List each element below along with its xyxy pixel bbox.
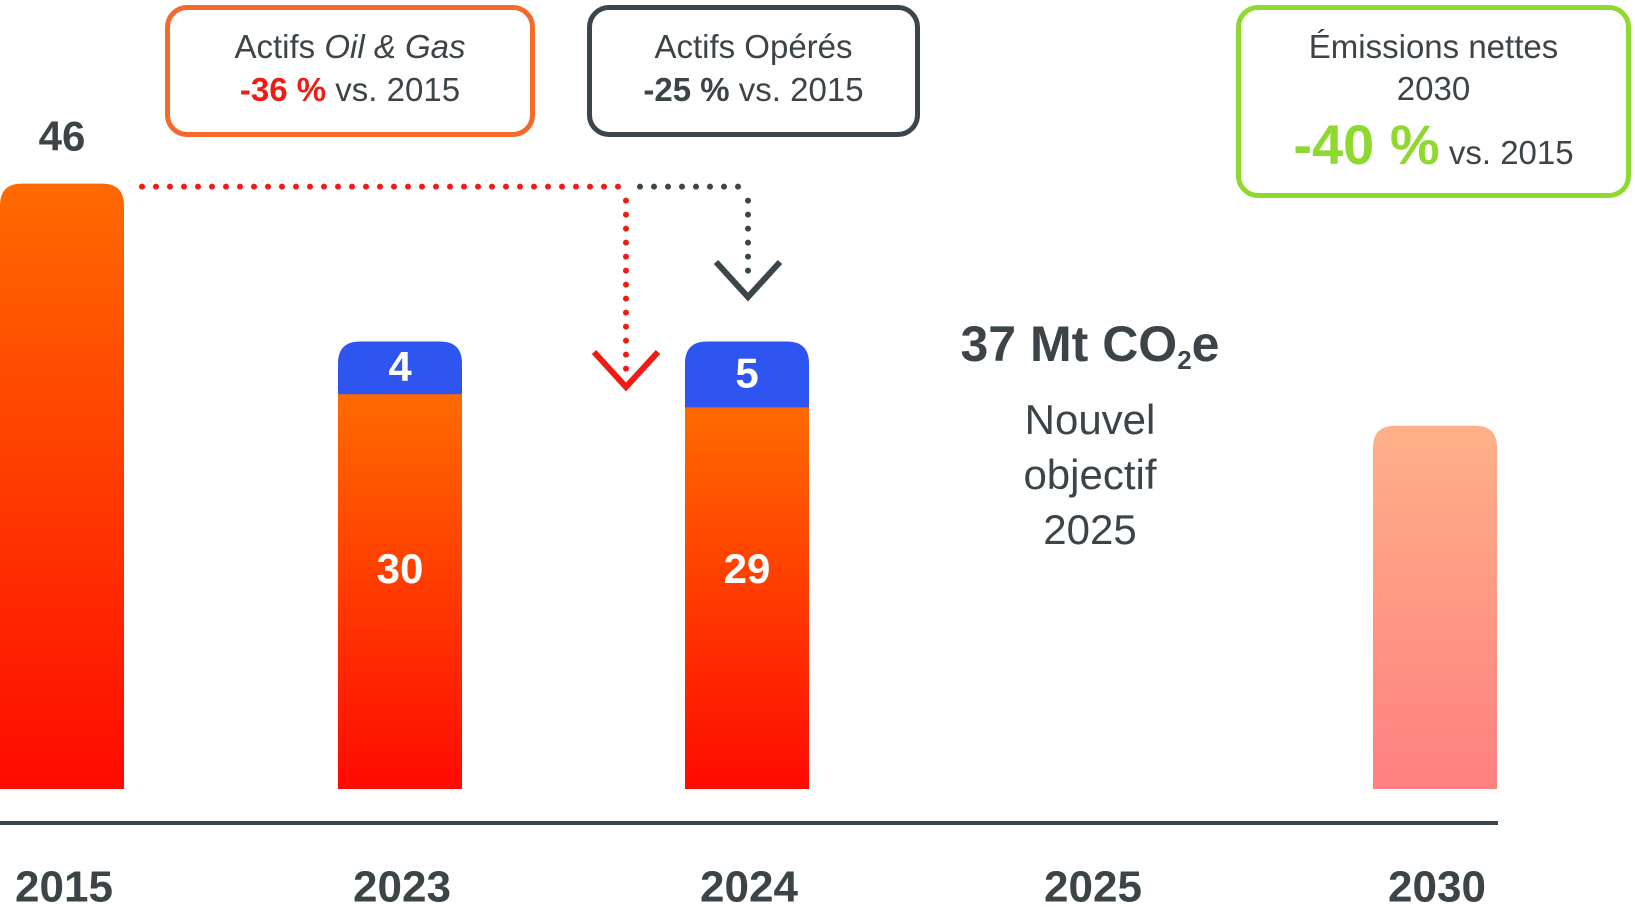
bar-scope-2023 <box>338 341 462 405</box>
bar-scope-2024 <box>685 341 809 418</box>
callout-net-emissions: Émissions nettes 2030 -40 % vs. 2015 <box>1236 5 1631 198</box>
callout-oil-gas-italic: Oil & Gas <box>324 28 466 65</box>
callout-net-year: 2030 <box>1396 70 1471 107</box>
bar-label-2015: 46 <box>39 113 86 160</box>
callout-operated-title: Actifs Opérés <box>654 28 853 65</box>
bar-label-main-2023: 30 <box>377 545 424 592</box>
callout-net-suffix: vs. 2015 <box>1439 134 1574 171</box>
bar-main-2023 <box>338 394 462 789</box>
callout-net-pct: -40 % <box>1293 113 1440 176</box>
x-tick-2025: 2025 <box>1044 863 1142 907</box>
callout-operated-suffix: vs. 2015 <box>729 71 864 108</box>
callout-oil-gas-pct: -36 % <box>239 71 327 108</box>
callout-oil-gas-prefix: Actifs <box>234 28 325 65</box>
chevron-down-icon <box>591 349 661 392</box>
objective-2025-note: 37 Mt CO2e Nouvel objectif 2025 <box>900 312 1280 557</box>
bar-label-main-2024: 29 <box>724 545 771 592</box>
callout-operated-pct: -25 % <box>643 71 730 108</box>
bar-main-2024 <box>685 407 809 789</box>
bar-main-2015 <box>0 183 124 789</box>
chevron-down-icon <box>713 259 783 302</box>
callout-net-title: Émissions nettes <box>1308 28 1559 65</box>
objective-line3: 2025 <box>1043 506 1137 553</box>
bar-label-scope-2024: 5 <box>735 350 758 397</box>
x-tick-2023: 2023 <box>353 863 451 907</box>
callout-operated: Actifs Opérés -25 % vs. 2015 <box>587 5 920 137</box>
bar-label-scope-2023: 4 <box>388 343 412 390</box>
objective-value: 37 Mt CO <box>960 316 1178 372</box>
objective-line2: objectif <box>1023 451 1157 498</box>
objective-line1: Nouvel <box>1024 396 1156 443</box>
x-tick-2030: 2030 <box>1388 863 1486 907</box>
callout-oil-gas-suffix: vs. 2015 <box>326 71 461 108</box>
callout-oil-gas: Actifs Oil & Gas -36 % vs. 2015 <box>165 5 535 137</box>
objective-unit-end: e <box>1191 316 1220 372</box>
x-tick-2015: 2015 <box>15 863 113 907</box>
x-tick-2024: 2024 <box>700 863 798 907</box>
bar-target-2030 <box>1373 425 1497 789</box>
objective-subscript: 2 <box>1177 345 1192 375</box>
